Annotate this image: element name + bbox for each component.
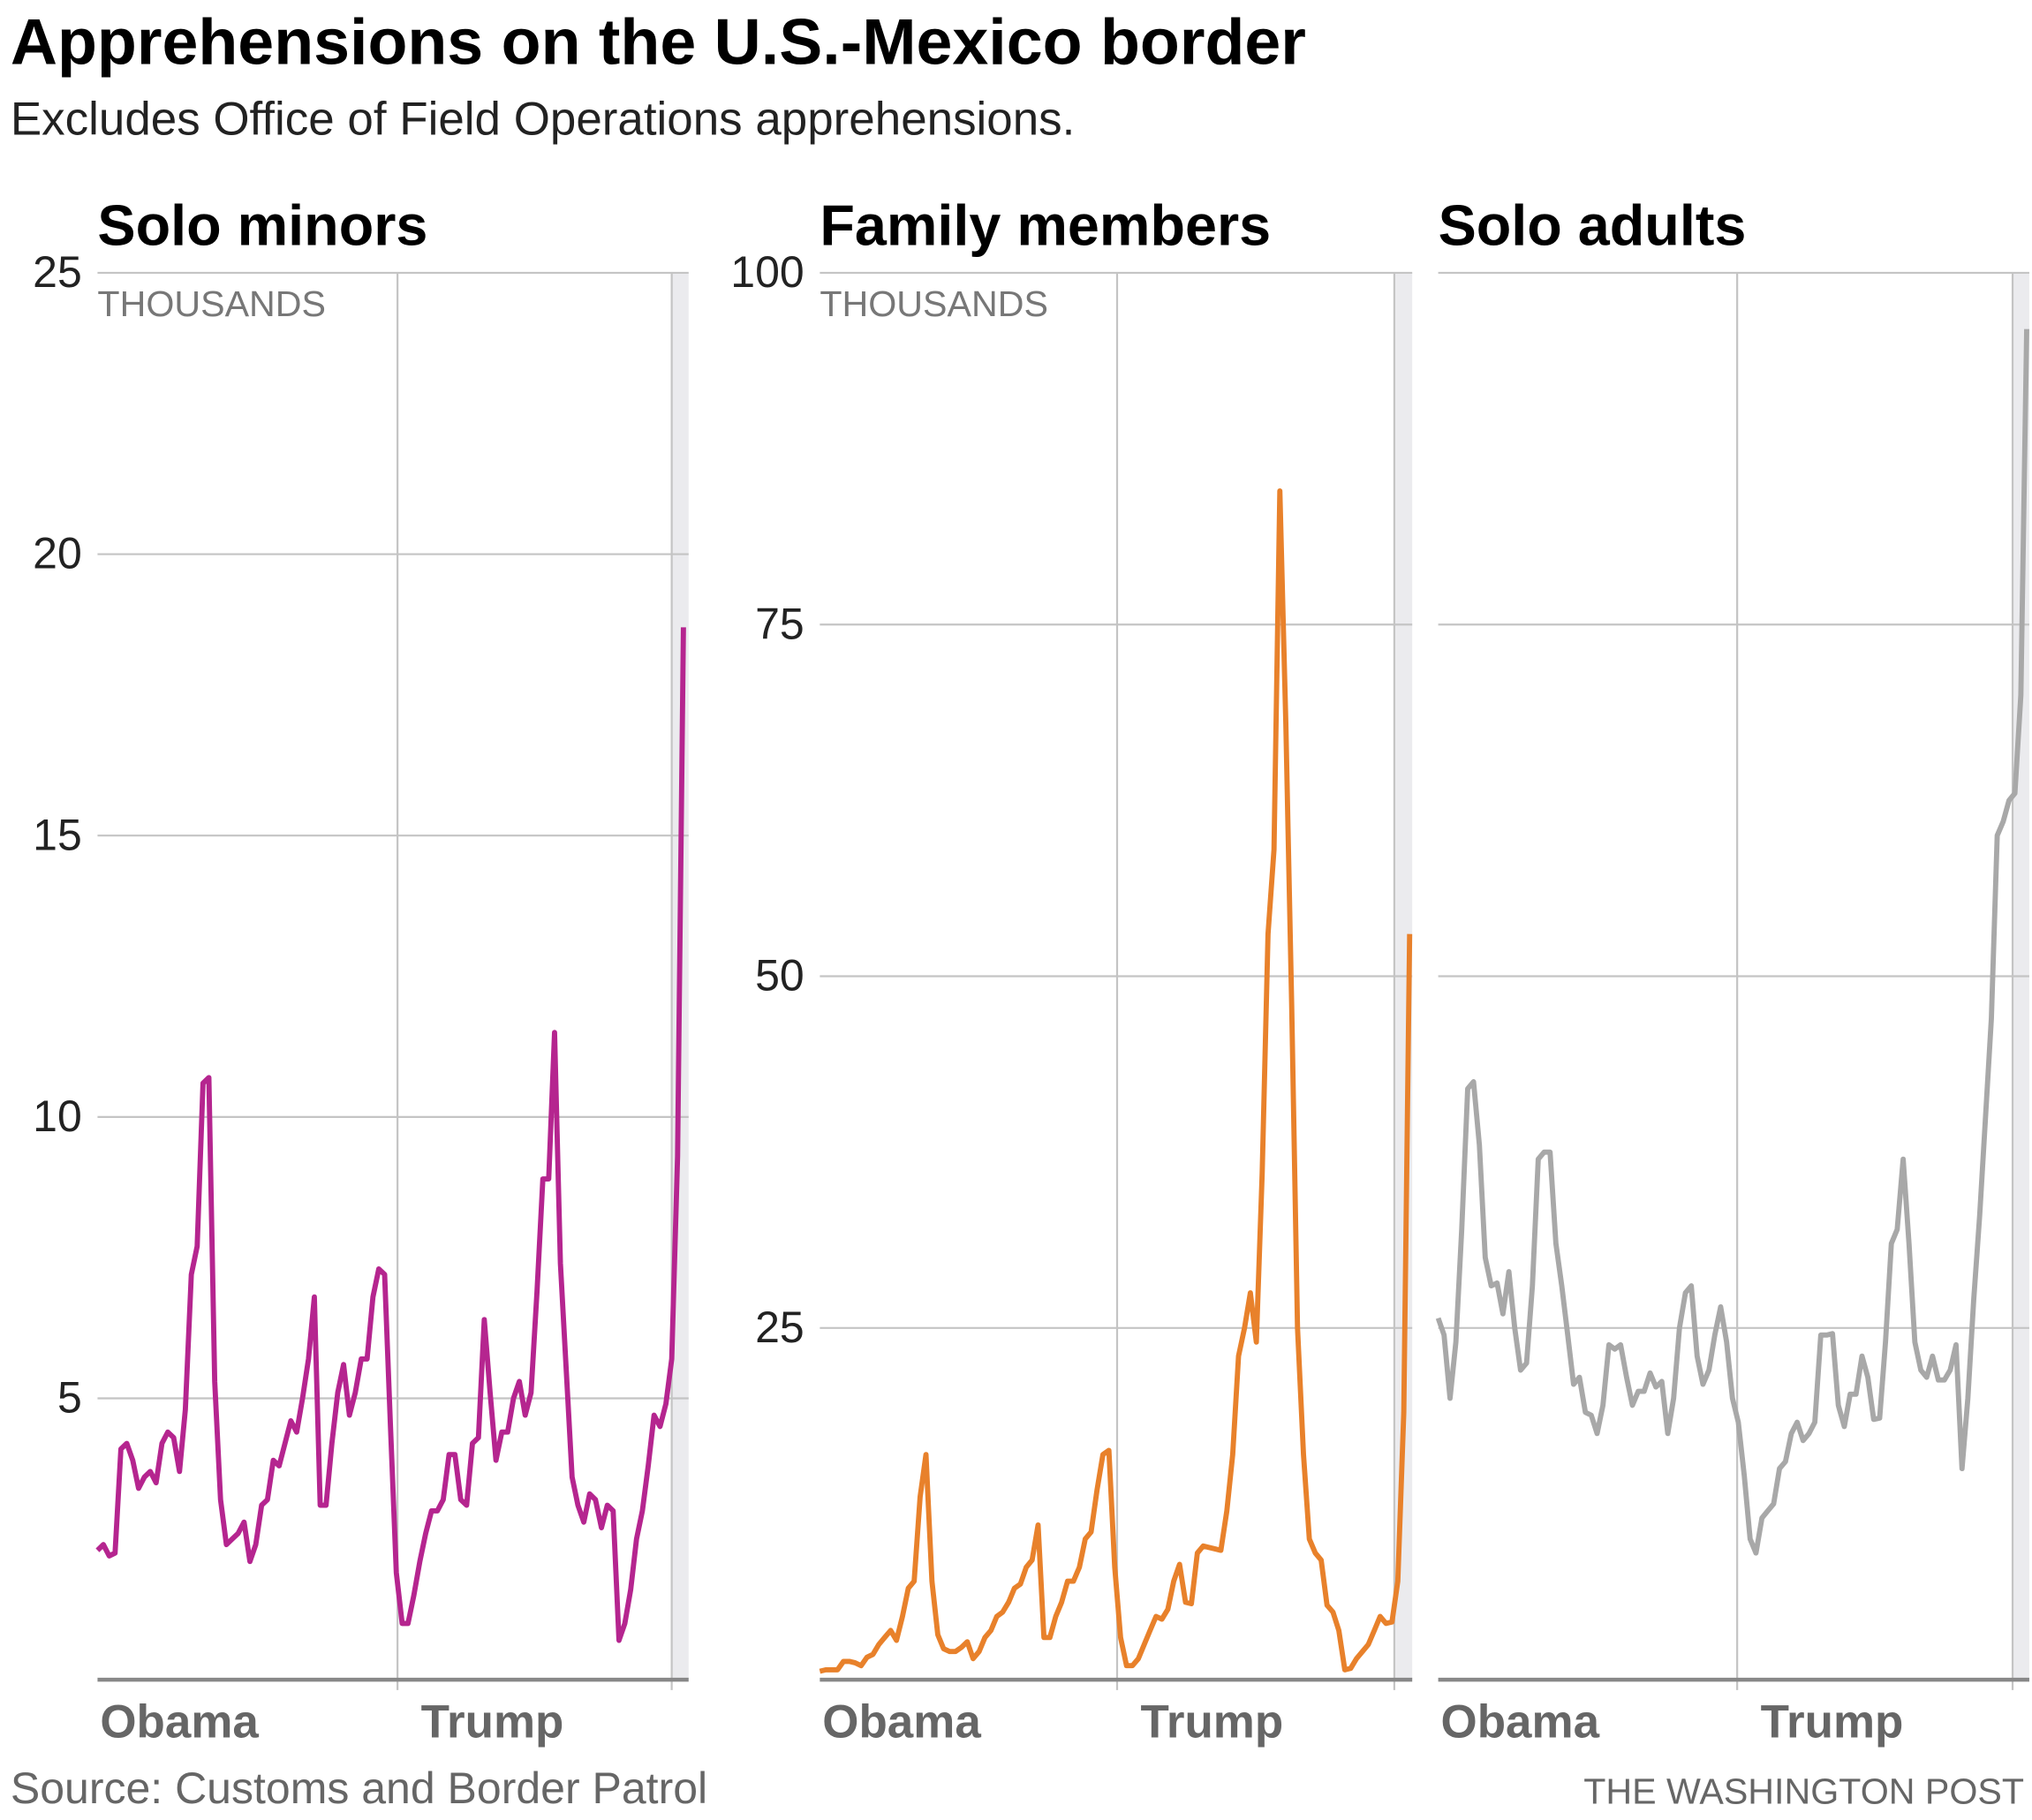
era-label: Obama xyxy=(100,1696,259,1748)
panel-title: Family members xyxy=(820,193,1271,257)
era-label: Trump xyxy=(1140,1696,1283,1748)
unit-label: THOUSANDS xyxy=(97,283,326,324)
y-tick-label: 20 xyxy=(33,529,82,578)
era-label: Trump xyxy=(1761,1696,1904,1748)
credit: THE WASHINGTON POST xyxy=(1583,1771,2024,1811)
y-tick-label: 100 xyxy=(730,247,804,297)
y-tick-label: 75 xyxy=(755,599,804,648)
era-label: Trump xyxy=(421,1696,564,1748)
y-tick-label: 15 xyxy=(33,810,82,859)
y-tick-label: 25 xyxy=(33,247,82,297)
subtitle: Excludes Office of Field Operations appr… xyxy=(11,93,1076,145)
panel-title: Solo minors xyxy=(97,193,427,257)
y-tick-label: 10 xyxy=(33,1091,82,1141)
data-line xyxy=(1435,329,2029,1556)
chart-title: Apprehensions on the U.S.-Mexico border xyxy=(11,4,1306,78)
era-label: Obama xyxy=(1441,1696,1600,1748)
y-tick-label: 25 xyxy=(755,1303,804,1352)
y-tick-label: 50 xyxy=(755,951,804,1001)
data-line xyxy=(95,627,686,1643)
era-label: Obama xyxy=(822,1696,981,1748)
data-line xyxy=(819,487,1413,1674)
y-tick-label: 5 xyxy=(57,1373,82,1423)
panel-title: Solo adults xyxy=(1439,193,1747,257)
source: Source: Customs and Border Patrol xyxy=(11,1763,707,1813)
unit-label: THOUSANDS xyxy=(820,283,1048,324)
